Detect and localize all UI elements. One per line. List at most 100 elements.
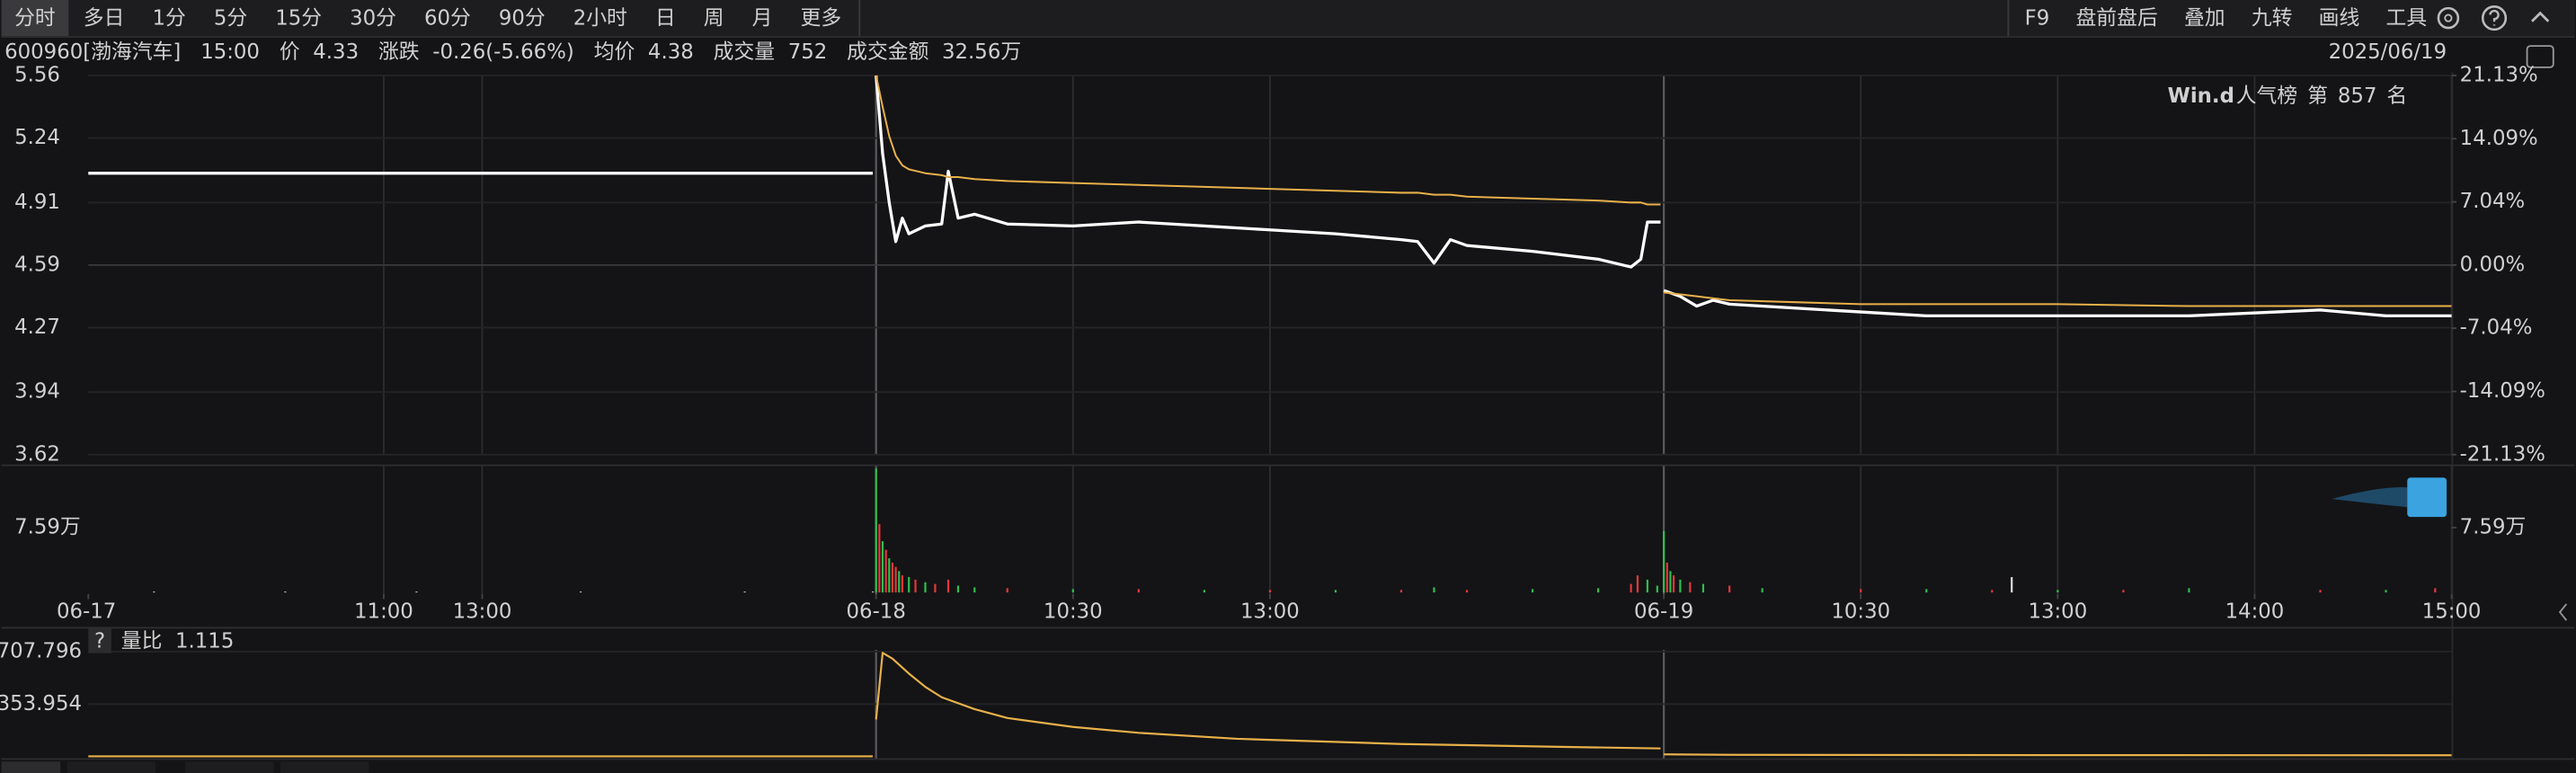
volume-bar [891, 562, 894, 593]
y-tick-label: 3.94 [14, 380, 60, 404]
volume-bar [579, 591, 582, 593]
icon-settings[interactable] [2437, 6, 2460, 30]
tab-label[interactable]: 月 [752, 6, 773, 30]
tool-button[interactable]: 盘前盘后 [2075, 6, 2157, 30]
volume-bar [1761, 588, 1763, 593]
volume-bar [888, 558, 891, 593]
y-tick-label: 7.59万 [14, 516, 81, 539]
volume-bar [908, 577, 910, 593]
bottom-tab[interactable] [1, 761, 61, 773]
volume-bar [1656, 585, 1658, 593]
bottom-tab[interactable] [184, 761, 274, 773]
tool-button[interactable]: 工具 [2386, 6, 2428, 30]
volume-bar [284, 591, 287, 593]
volume-bar [1334, 590, 1337, 593]
volume-bar [1531, 589, 1534, 593]
tab-label[interactable]: 1分 [152, 6, 185, 30]
volume-bar [1399, 590, 1403, 593]
volume-bar [415, 591, 418, 593]
x-tick-label: 06-19 [1634, 600, 1693, 624]
tab-label[interactable]: 2小时 [573, 6, 627, 30]
price-line [88, 75, 2452, 318]
volume-bar [2011, 577, 2013, 593]
tool-button[interactable]: 叠加 [2184, 6, 2225, 30]
tab-label[interactable]: 30分 [350, 6, 396, 30]
tab-label[interactable]: 15分 [275, 6, 322, 30]
toolbar [1, 0, 2575, 37]
help-mark[interactable]: ? [94, 629, 105, 653]
volume-bar [881, 541, 884, 593]
volume-bar [1597, 588, 1600, 593]
volume-bar [1071, 589, 1074, 593]
volume-bar [1860, 589, 1862, 593]
scroll-thumb[interactable] [2407, 477, 2447, 518]
y-tick-label: 4.91 [14, 191, 60, 214]
volume-bar [898, 571, 901, 593]
volume-bar [934, 583, 937, 593]
header-change-label: 涨跌 [378, 40, 420, 64]
volume-bar [1636, 575, 1639, 593]
volume-bar [1137, 589, 1140, 593]
volume-bar [2385, 590, 2387, 593]
volume-bar [894, 566, 897, 593]
header-amount-label: 成交金额 [847, 40, 928, 64]
bottom-tab[interactable] [67, 761, 156, 773]
y-tick-label: 707.796 [0, 639, 82, 662]
volume-bar [914, 579, 917, 593]
header-change: -0.26(-5.66%) [432, 40, 574, 64]
volume-bar [973, 587, 976, 593]
tab-label[interactable]: 90分 [499, 6, 546, 30]
volume-bar [1669, 571, 1672, 593]
badge-rank: 857 [2338, 84, 2377, 108]
x-tick-label: 13:00 [453, 600, 512, 624]
volume-bar [901, 575, 904, 593]
series-line [875, 75, 2452, 307]
header-time: 15:00 [200, 40, 260, 64]
tab-label[interactable]: 日 [655, 6, 676, 30]
icon-wp[interactable] [2526, 45, 2554, 68]
tool-button[interactable]: 九转 [2252, 6, 2293, 30]
volume-bar [875, 468, 877, 593]
tab-label[interactable]: 分时 [14, 6, 56, 30]
x-tick-label: 06-18 [847, 600, 906, 624]
help-box[interactable] [88, 628, 111, 653]
volume-bar [2319, 590, 2322, 593]
tab-label[interactable]: 60分 [424, 6, 471, 30]
tab-label[interactable]: 5分 [214, 6, 247, 30]
y2-tick-label: 0.00% [2460, 253, 2525, 276]
badge-label[interactable]: 人气榜 [2236, 84, 2297, 108]
volume-bar [2056, 590, 2059, 593]
volume-bar [1268, 590, 1272, 593]
header-code: 600960[渤海汽车] [4, 40, 181, 64]
badge-rank-prefix: 第 [2307, 84, 2328, 108]
volume-bar [1689, 582, 1692, 593]
tool-button[interactable]: 画线 [2319, 6, 2360, 30]
x-tick-label: 11:00 [354, 600, 413, 624]
volume-bar [153, 591, 155, 593]
volume-bar [924, 582, 927, 593]
x-tick-label: 10:30 [1044, 600, 1103, 624]
volume-bar [2122, 590, 2125, 593]
volume-bar [2434, 588, 2437, 593]
tab-active[interactable] [1, 0, 69, 37]
y-tick-label-right: 7.59万 [2460, 516, 2527, 539]
y-tick-label: 353.954 [0, 692, 82, 715]
tab-label[interactable]: 周 [704, 6, 724, 30]
tool-button[interactable]: F9 [2025, 6, 2050, 30]
volume-bar [1203, 590, 1205, 593]
volume-bar [878, 524, 881, 593]
y2-tick-label: 21.13% [2460, 63, 2538, 86]
icon-side-arrow[interactable] [2558, 603, 2568, 621]
bottom-tab[interactable] [280, 761, 369, 773]
tab-label[interactable]: 更多 [801, 6, 842, 30]
header-price-label: 价 [280, 40, 300, 64]
volume-bar [1666, 562, 1668, 593]
icon-help[interactable] [2481, 5, 2508, 31]
tab-label[interactable]: 多日 [84, 6, 125, 30]
y2-tick-label: -14.09% [2460, 379, 2545, 403]
icon-collapse[interactable] [2531, 11, 2550, 22]
volume-bar [1465, 590, 1469, 593]
